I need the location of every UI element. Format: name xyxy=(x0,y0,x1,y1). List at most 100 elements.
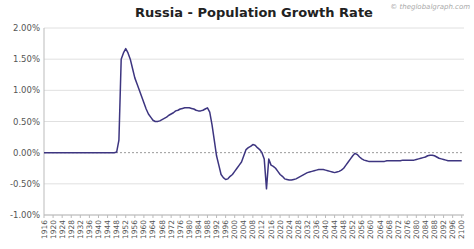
x-tick xyxy=(198,215,199,218)
x-tick-label: 2076 xyxy=(403,220,412,239)
x-tick-label: 1940 xyxy=(94,220,103,239)
x-tick-label: 2100 xyxy=(457,220,466,239)
y-axis-line xyxy=(44,28,45,215)
y-tick-label: 0.50% xyxy=(13,117,40,127)
x-tick xyxy=(398,215,399,218)
grid-line xyxy=(44,121,464,122)
x-tick-label: 2072 xyxy=(394,220,403,239)
x-tick xyxy=(434,215,435,218)
x-tick-label: 2048 xyxy=(339,220,348,239)
grid-line xyxy=(44,90,464,91)
x-tick-label: 1972 xyxy=(167,220,176,239)
x-tick xyxy=(280,215,281,218)
x-tick-label: 2040 xyxy=(321,220,330,239)
watermark: © theglobalgraph.com xyxy=(390,3,470,11)
x-tick xyxy=(289,215,290,218)
x-tick-label: 2068 xyxy=(385,220,394,239)
x-tick-label: 2032 xyxy=(303,220,312,239)
x-tick xyxy=(80,215,81,218)
x-tick-label: 2012 xyxy=(257,220,266,239)
y-tick-label: 0.00% xyxy=(13,148,40,158)
x-tick xyxy=(452,215,453,218)
x-tick-label: 2096 xyxy=(448,220,457,239)
x-tick xyxy=(225,215,226,218)
x-tick xyxy=(334,215,335,218)
plot-area xyxy=(44,49,462,189)
x-tick xyxy=(307,215,308,218)
x-tick xyxy=(234,215,235,218)
x-tick xyxy=(143,215,144,218)
x-tick xyxy=(461,215,462,218)
line xyxy=(44,49,462,189)
x-tick xyxy=(107,215,108,218)
x-tick xyxy=(189,215,190,218)
x-tick-label: 2004 xyxy=(239,220,248,239)
x-tick xyxy=(343,215,344,218)
y-tick-label: 1.50% xyxy=(13,54,40,64)
x-tick-label: 1996 xyxy=(221,220,230,239)
x-axis-line xyxy=(44,215,464,216)
x-tick xyxy=(370,215,371,218)
y-tick-label: 2.00% xyxy=(13,23,40,33)
x-tick xyxy=(352,215,353,218)
x-tick-label: 2036 xyxy=(312,220,321,239)
x-tick-label: 2056 xyxy=(357,220,366,239)
x-tick xyxy=(89,215,90,218)
title: Russia - Population Growth Rate xyxy=(135,5,373,20)
x-tick xyxy=(207,215,208,218)
x-tick xyxy=(425,215,426,218)
x-tick-label: 2064 xyxy=(376,220,385,239)
x-tick xyxy=(416,215,417,218)
y-axis: -1.00%-0.50%0.00%0.50%1.00%1.50%2.00% xyxy=(10,23,464,220)
x-tick-label: 2092 xyxy=(439,220,448,239)
x-tick xyxy=(71,215,72,218)
x-tick-label: 2044 xyxy=(330,220,339,239)
grid-line xyxy=(44,28,464,29)
x-tick-label: 1916 xyxy=(40,220,49,239)
x-tick-label: 2080 xyxy=(412,220,421,239)
x-tick xyxy=(389,215,390,218)
grid-line xyxy=(44,183,464,184)
x-tick xyxy=(116,215,117,218)
x-tick-label: 2020 xyxy=(276,220,285,239)
x-tick xyxy=(298,215,299,218)
x-tick-label: 1932 xyxy=(76,220,85,239)
x-tick-label: 2016 xyxy=(267,220,276,239)
x-tick xyxy=(216,215,217,218)
x-tick-label: 1944 xyxy=(103,220,112,239)
x-tick xyxy=(53,215,54,218)
x-tick xyxy=(316,215,317,218)
x-tick-label: 2024 xyxy=(285,220,294,239)
x-tick-label: 1992 xyxy=(212,220,221,239)
x-tick xyxy=(252,215,253,218)
x-tick xyxy=(171,215,172,218)
x-tick xyxy=(271,215,272,218)
x-tick xyxy=(44,215,45,218)
x-tick xyxy=(243,215,244,218)
x-tick xyxy=(443,215,444,218)
x-tick-label: 1920 xyxy=(49,220,58,239)
x-tick-label: 1984 xyxy=(194,220,203,239)
x-tick-label: 1956 xyxy=(130,220,139,239)
x-tick-label: 1928 xyxy=(67,220,76,239)
x-tick-label: 2060 xyxy=(366,220,375,239)
x-tick-label: 1988 xyxy=(203,220,212,239)
x-tick-label: 2000 xyxy=(230,220,239,239)
x-tick xyxy=(62,215,63,218)
y-tick-label: -0.50% xyxy=(10,179,40,189)
x-tick xyxy=(152,215,153,218)
x-tick-label: 2008 xyxy=(248,220,257,239)
x-tick-label: 1960 xyxy=(139,220,148,239)
x-tick-label: 2088 xyxy=(430,220,439,239)
x-tick xyxy=(125,215,126,218)
x-tick xyxy=(325,215,326,218)
x-tick-label: 1968 xyxy=(158,220,167,239)
x-tick-label: 1936 xyxy=(85,220,94,239)
x-tick xyxy=(98,215,99,218)
y-tick-label: -1.00% xyxy=(10,210,40,220)
x-tick xyxy=(134,215,135,218)
x-tick xyxy=(361,215,362,218)
x-tick xyxy=(380,215,381,218)
x-tick xyxy=(162,215,163,218)
grid-line xyxy=(44,215,464,216)
